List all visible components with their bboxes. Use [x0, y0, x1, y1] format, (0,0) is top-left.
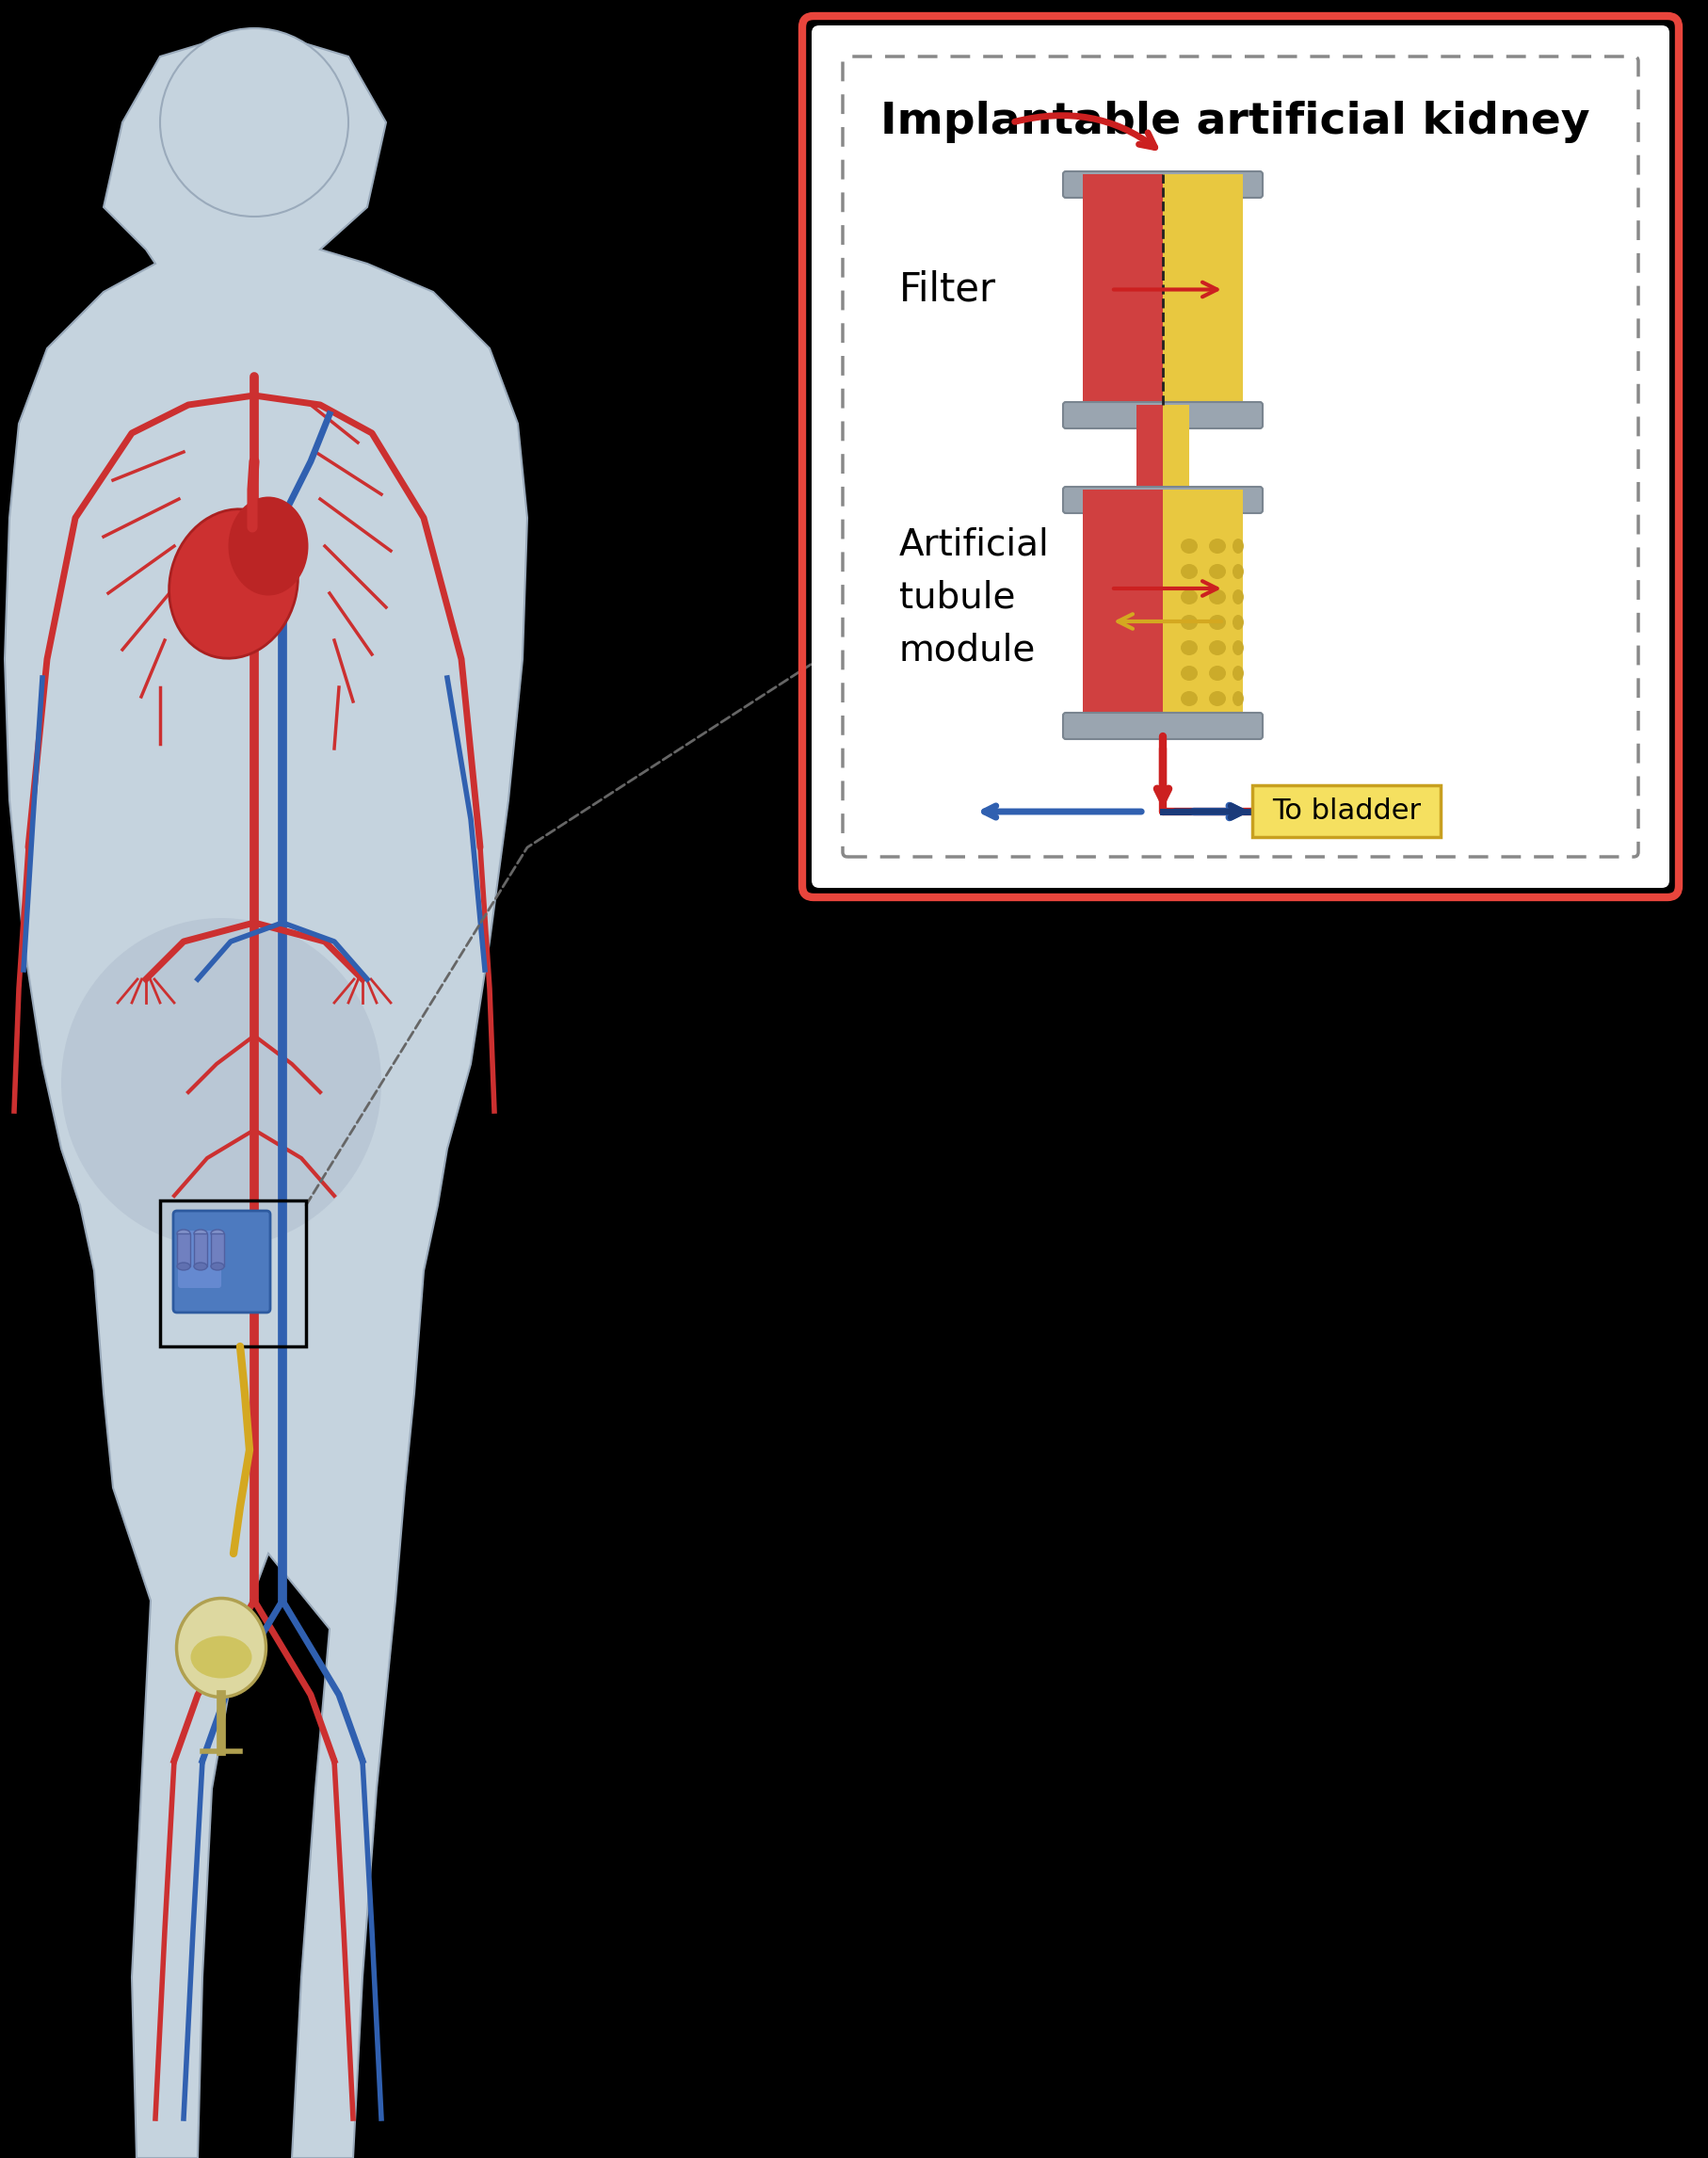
- Bar: [1163, 490, 1243, 716]
- Ellipse shape: [1209, 691, 1226, 706]
- Text: Filter: Filter: [898, 270, 996, 309]
- Bar: [1252, 786, 1440, 837]
- Bar: [178, 1234, 190, 1267]
- Ellipse shape: [178, 1262, 190, 1271]
- Ellipse shape: [61, 917, 381, 1247]
- Bar: [1136, 406, 1163, 490]
- Ellipse shape: [1233, 540, 1243, 555]
- Ellipse shape: [195, 1262, 207, 1271]
- Ellipse shape: [1233, 589, 1243, 604]
- Ellipse shape: [1180, 589, 1197, 604]
- Bar: [195, 1234, 207, 1267]
- FancyBboxPatch shape: [1062, 712, 1262, 738]
- Ellipse shape: [210, 1230, 224, 1237]
- Polygon shape: [5, 28, 528, 2158]
- Bar: [1163, 406, 1189, 490]
- FancyBboxPatch shape: [811, 26, 1669, 887]
- Ellipse shape: [229, 496, 309, 596]
- Ellipse shape: [1209, 665, 1226, 680]
- Ellipse shape: [191, 1636, 251, 1679]
- Bar: [161, 1200, 306, 1347]
- Ellipse shape: [1233, 615, 1243, 630]
- Bar: [1163, 175, 1243, 406]
- Text: To bladder: To bladder: [1272, 798, 1421, 824]
- Ellipse shape: [1209, 615, 1226, 630]
- Ellipse shape: [1180, 540, 1197, 555]
- Bar: [1083, 175, 1163, 406]
- Bar: [1083, 490, 1163, 716]
- Ellipse shape: [1209, 589, 1226, 604]
- Ellipse shape: [169, 509, 297, 658]
- Ellipse shape: [1233, 691, 1243, 706]
- Ellipse shape: [1233, 665, 1243, 680]
- Ellipse shape: [210, 1262, 224, 1271]
- Ellipse shape: [1180, 665, 1197, 680]
- FancyBboxPatch shape: [178, 1230, 222, 1288]
- FancyBboxPatch shape: [173, 1211, 270, 1312]
- Circle shape: [161, 28, 348, 216]
- Ellipse shape: [178, 1230, 190, 1237]
- Text: Artificial
tubule
module: Artificial tubule module: [898, 527, 1050, 669]
- Ellipse shape: [1209, 540, 1226, 555]
- Bar: [210, 1234, 224, 1267]
- Ellipse shape: [1180, 691, 1197, 706]
- Ellipse shape: [1209, 563, 1226, 578]
- Ellipse shape: [1180, 641, 1197, 656]
- Text: Implantable artificial kidney: Implantable artificial kidney: [880, 101, 1590, 145]
- Ellipse shape: [1233, 563, 1243, 578]
- Ellipse shape: [1233, 641, 1243, 656]
- FancyBboxPatch shape: [1062, 488, 1262, 514]
- Ellipse shape: [1209, 641, 1226, 656]
- Ellipse shape: [195, 1230, 207, 1237]
- Ellipse shape: [176, 1599, 266, 1696]
- Ellipse shape: [1180, 563, 1197, 578]
- FancyBboxPatch shape: [1062, 401, 1262, 429]
- Ellipse shape: [1180, 615, 1197, 630]
- FancyBboxPatch shape: [1062, 170, 1262, 199]
